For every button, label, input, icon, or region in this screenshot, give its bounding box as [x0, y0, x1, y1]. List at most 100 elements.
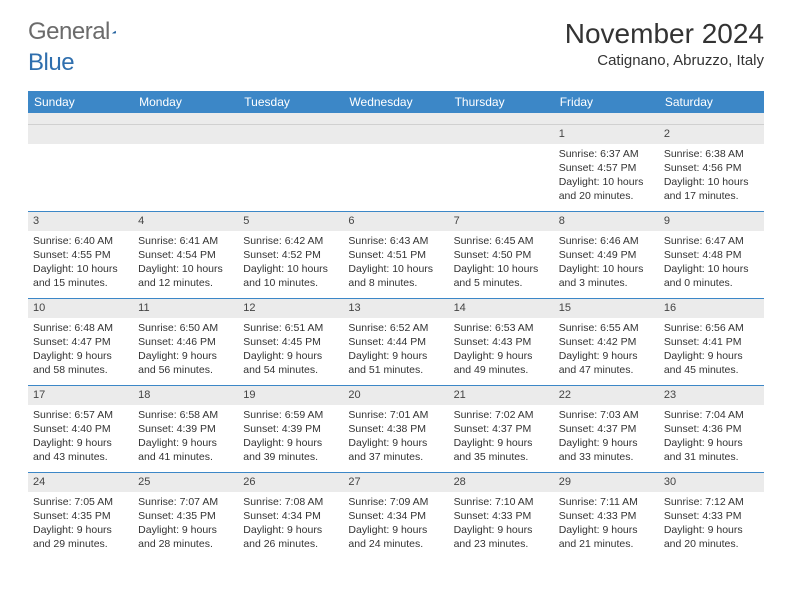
calendar-page: General November 2024 Catignano, Abruzzo… [0, 0, 792, 559]
daylight-text-2: and 3 minutes. [559, 276, 654, 290]
day-number: 22 [554, 386, 659, 405]
day-cell: 22Sunrise: 7:03 AMSunset: 4:37 PMDayligh… [554, 386, 659, 472]
week-row: 17Sunrise: 6:57 AMSunset: 4:40 PMDayligh… [28, 386, 764, 473]
day-number: 1 [554, 125, 659, 144]
day-cell: 1Sunrise: 6:37 AMSunset: 4:57 PMDaylight… [554, 125, 659, 211]
day-number: 2 [659, 125, 764, 144]
sunset-text: Sunset: 4:42 PM [559, 335, 654, 349]
sunrise-text: Sunrise: 6:37 AM [559, 147, 654, 161]
daylight-text-1: Daylight: 9 hours [348, 349, 443, 363]
daylight-text-1: Daylight: 9 hours [243, 436, 338, 450]
daylight-text-2: and 15 minutes. [33, 276, 128, 290]
sunset-text: Sunset: 4:45 PM [243, 335, 338, 349]
daylight-text-1: Daylight: 9 hours [664, 523, 759, 537]
sunrise-text: Sunrise: 6:46 AM [559, 234, 654, 248]
day-cell: 17Sunrise: 6:57 AMSunset: 4:40 PMDayligh… [28, 386, 133, 472]
day-cell: 15Sunrise: 6:55 AMSunset: 4:42 PMDayligh… [554, 299, 659, 385]
sunrise-text: Sunrise: 6:40 AM [33, 234, 128, 248]
day-cell: 7Sunrise: 6:45 AMSunset: 4:50 PMDaylight… [449, 212, 554, 298]
daylight-text-2: and 10 minutes. [243, 276, 338, 290]
day-cell: 26Sunrise: 7:08 AMSunset: 4:34 PMDayligh… [238, 473, 343, 559]
day-number [343, 125, 448, 144]
sunrise-text: Sunrise: 6:58 AM [138, 408, 233, 422]
daylight-text-2: and 23 minutes. [454, 537, 549, 551]
sunrise-text: Sunrise: 6:59 AM [243, 408, 338, 422]
day-number [238, 125, 343, 144]
day-cell: 2Sunrise: 6:38 AMSunset: 4:56 PMDaylight… [659, 125, 764, 211]
sunrise-text: Sunrise: 6:50 AM [138, 321, 233, 335]
day-cell: 27Sunrise: 7:09 AMSunset: 4:34 PMDayligh… [343, 473, 448, 559]
daylight-text-2: and 39 minutes. [243, 450, 338, 464]
sunset-text: Sunset: 4:43 PM [454, 335, 549, 349]
sunset-text: Sunset: 4:33 PM [454, 509, 549, 523]
sunrise-text: Sunrise: 6:52 AM [348, 321, 443, 335]
sunrise-text: Sunrise: 7:03 AM [559, 408, 654, 422]
day-cell [449, 125, 554, 211]
day-cell: 13Sunrise: 6:52 AMSunset: 4:44 PMDayligh… [343, 299, 448, 385]
sunset-text: Sunset: 4:33 PM [559, 509, 654, 523]
daylight-text-2: and 0 minutes. [664, 276, 759, 290]
daylight-text-2: and 20 minutes. [559, 189, 654, 203]
day-number: 3 [28, 212, 133, 231]
sunset-text: Sunset: 4:38 PM [348, 422, 443, 436]
day-number: 23 [659, 386, 764, 405]
week-row: 3Sunrise: 6:40 AMSunset: 4:55 PMDaylight… [28, 212, 764, 299]
daylight-text-2: and 17 minutes. [664, 189, 759, 203]
day-number: 25 [133, 473, 238, 492]
daylight-text-2: and 58 minutes. [33, 363, 128, 377]
daylight-text-1: Daylight: 9 hours [348, 436, 443, 450]
week-row: 24Sunrise: 7:05 AMSunset: 4:35 PMDayligh… [28, 473, 764, 559]
day-number: 11 [133, 299, 238, 318]
weekday-tuesday: Tuesday [238, 91, 343, 113]
daylight-text-1: Daylight: 10 hours [243, 262, 338, 276]
day-number: 6 [343, 212, 448, 231]
day-number: 14 [449, 299, 554, 318]
logo-text-general: General [28, 18, 110, 46]
sunrise-text: Sunrise: 7:02 AM [454, 408, 549, 422]
sunrise-text: Sunrise: 6:57 AM [33, 408, 128, 422]
day-number: 5 [238, 212, 343, 231]
day-cell: 4Sunrise: 6:41 AMSunset: 4:54 PMDaylight… [133, 212, 238, 298]
day-number: 4 [133, 212, 238, 231]
day-cell: 28Sunrise: 7:10 AMSunset: 4:33 PMDayligh… [449, 473, 554, 559]
day-number: 20 [343, 386, 448, 405]
day-cell: 8Sunrise: 6:46 AMSunset: 4:49 PMDaylight… [554, 212, 659, 298]
daylight-text-1: Daylight: 10 hours [454, 262, 549, 276]
daylight-text-1: Daylight: 9 hours [138, 523, 233, 537]
sunrise-text: Sunrise: 7:12 AM [664, 495, 759, 509]
daylight-text-1: Daylight: 10 hours [138, 262, 233, 276]
daylight-text-2: and 29 minutes. [33, 537, 128, 551]
daylight-text-2: and 20 minutes. [664, 537, 759, 551]
day-cell: 25Sunrise: 7:07 AMSunset: 4:35 PMDayligh… [133, 473, 238, 559]
sunrise-text: Sunrise: 6:48 AM [33, 321, 128, 335]
day-cell [28, 125, 133, 211]
sunrise-text: Sunrise: 6:53 AM [454, 321, 549, 335]
day-number: 21 [449, 386, 554, 405]
day-number: 7 [449, 212, 554, 231]
sunset-text: Sunset: 4:33 PM [664, 509, 759, 523]
daylight-text-2: and 49 minutes. [454, 363, 549, 377]
day-number: 24 [28, 473, 133, 492]
day-cell: 19Sunrise: 6:59 AMSunset: 4:39 PMDayligh… [238, 386, 343, 472]
sunset-text: Sunset: 4:48 PM [664, 248, 759, 262]
daylight-text-2: and 21 minutes. [559, 537, 654, 551]
sunset-text: Sunset: 4:49 PM [559, 248, 654, 262]
weeks-container: 1 Sunrise: 6:37 AMSunset: 4:57 PM Daylight… [28, 125, 764, 559]
sunset-text: Sunset: 4:47 PM [33, 335, 128, 349]
day-cell: 6Sunrise: 6:43 AMSunset: 4:51 PMDaylight… [343, 212, 448, 298]
daylight-text-2: and 47 minutes. [559, 363, 654, 377]
weekday-monday: Monday [133, 91, 238, 113]
sunset-text: Sunset: 4:57 PM [559, 161, 654, 175]
day-number [28, 125, 133, 144]
calendar-grid: Sunday Monday Tuesday Wednesday Thursday… [28, 91, 764, 559]
day-cell: 10Sunrise: 6:48 AMSunset: 4:47 PMDayligh… [28, 299, 133, 385]
daylight-text-2: and 51 minutes. [348, 363, 443, 377]
logo-triangle-icon [112, 22, 116, 42]
weekday-sunday: Sunday [28, 91, 133, 113]
daylight-text-2: and 26 minutes. [243, 537, 338, 551]
daylight-text-2: and 56 minutes. [138, 363, 233, 377]
day-number: 12 [238, 299, 343, 318]
daylight-text-2: and 33 minutes. [559, 450, 654, 464]
weekday-thursday: Thursday [449, 91, 554, 113]
sunrise-text: Sunrise: 7:05 AM [33, 495, 128, 509]
